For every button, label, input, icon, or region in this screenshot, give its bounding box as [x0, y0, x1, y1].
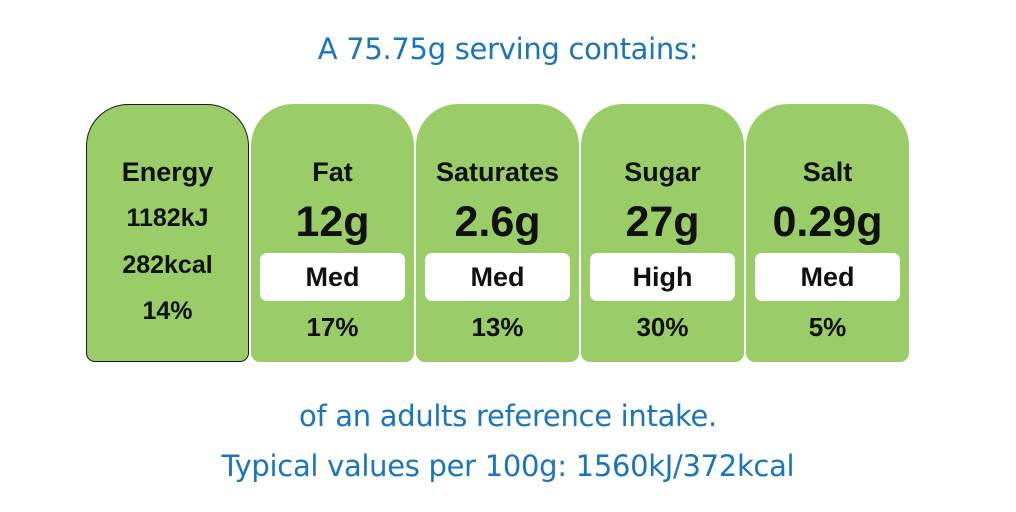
reference-intake-text: of an adults reference intake. [299, 399, 717, 433]
sugar-amount: 27g [625, 198, 700, 246]
energy-label: Energy [121, 157, 214, 187]
fat-percent: 17% [306, 312, 359, 342]
fat-level-badge: Med [260, 253, 405, 301]
fat-amount: 12g [295, 198, 370, 246]
energy-panel: Energy 1182kJ 282kcal 14% [86, 104, 249, 362]
sugar-panel: Sugar 27g High 30% [581, 104, 744, 362]
typical-values-text: Typical values per 100g: 1560kJ/372kcal [221, 449, 795, 483]
saturates-label: Saturates [435, 157, 560, 187]
saturates-percent: 13% [471, 312, 524, 342]
fat-label: Fat [312, 157, 353, 187]
fat-panel: Fat 12g Med 17% [251, 104, 414, 362]
salt-percent: 5% [808, 312, 847, 342]
saturates-level-badge: Med [425, 253, 570, 301]
saturates-amount: 2.6g [454, 198, 541, 246]
salt-label: Salt [802, 157, 853, 187]
salt-level-badge: Med [755, 253, 900, 301]
serving-heading: A 75.75g serving contains: [317, 32, 699, 66]
sugar-label: Sugar [624, 157, 701, 187]
energy-kj-value: 1182kJ [126, 204, 209, 232]
energy-percent: 14% [142, 297, 193, 325]
saturates-panel: Saturates 2.6g Med 13% [416, 104, 579, 362]
energy-kcal-value: 282kcal [122, 251, 213, 279]
salt-amount: 0.29g [772, 198, 883, 246]
salt-panel: Salt 0.29g Med 5% [746, 104, 909, 362]
sugar-percent: 30% [636, 312, 689, 342]
sugar-level-badge: High [590, 253, 735, 301]
